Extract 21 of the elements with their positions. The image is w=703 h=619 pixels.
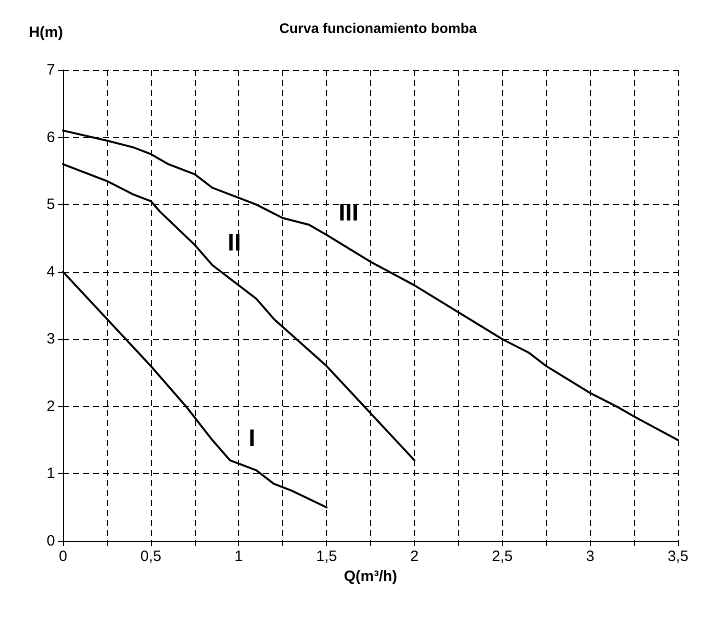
x-tick-label: 3,5 [668, 548, 688, 565]
x-tick-label: 1,5 [316, 548, 337, 565]
x-tick-label: 1 [234, 548, 243, 565]
y-tick-label: 3 [46, 330, 55, 348]
y-tick-label: 7 [46, 62, 55, 78]
y-tick-label: 2 [46, 398, 55, 415]
series-label: I [248, 424, 256, 452]
x-axis-title: Q(m³/h) [344, 568, 398, 585]
y-tick-label: 1 [46, 465, 55, 482]
x-tick-label: 0,5 [140, 548, 162, 565]
y-tick-label: 5 [46, 196, 55, 214]
x-tick-label: 0 [58, 548, 68, 565]
y-tick-label: 4 [46, 263, 55, 280]
y-tick-label: 6 [46, 128, 55, 146]
x-tick-label: 3 [586, 548, 594, 565]
x-tick-label: 2,5 [492, 548, 513, 565]
x-tick-label: 2 [410, 548, 419, 565]
series-label: III [338, 199, 359, 226]
chart-title: Curva funcionamiento bomba [279, 20, 477, 36]
y-axis-title: H(m) [28, 24, 63, 41]
y-tick-label: 0 [46, 532, 55, 550]
